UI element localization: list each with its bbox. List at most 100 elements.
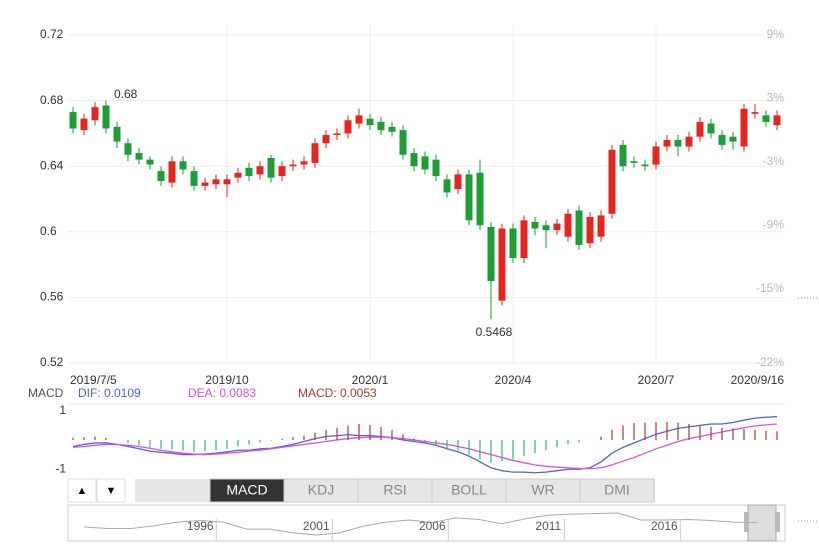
indicator-tab[interactable] [579, 478, 655, 503]
candle-body [718, 135, 726, 145]
candle-body [564, 213, 572, 237]
y2-tick-label: 3% [767, 91, 785, 105]
candle-body [80, 118, 88, 131]
min-label: 0.5468 [476, 325, 513, 339]
candle-body [201, 182, 209, 186]
candle-body [366, 118, 374, 126]
candle-body [333, 133, 341, 136]
y-tick-label: 0.72 [40, 27, 64, 41]
x-tick-label: 2019/7/5 [70, 373, 117, 387]
candle-body [410, 153, 418, 167]
y-tick-label: 0.56 [40, 290, 64, 304]
candle-body [432, 159, 440, 177]
y2-tick-label: -3% [763, 154, 785, 168]
candle-body [751, 112, 759, 114]
candle-body [289, 164, 297, 167]
candle-body [135, 153, 143, 160]
candle-body [278, 166, 286, 177]
arrow-button[interactable] [67, 478, 97, 503]
tab-label[interactable]: DMI [604, 482, 630, 498]
y-tick-label: -1 [55, 461, 66, 475]
tab-label[interactable]: BOLL [451, 482, 487, 498]
candle-body [586, 217, 594, 244]
arrow-label[interactable]: ▲ [77, 485, 88, 497]
candle-body [454, 174, 462, 190]
candle-body [223, 179, 231, 185]
candle-body [575, 210, 583, 245]
candle-body [674, 139, 682, 147]
candle-body [421, 156, 429, 170]
navigator-label: 2006 [419, 519, 446, 533]
legend-entry: DIF: 0.0109 [78, 386, 141, 400]
candle-body [773, 115, 781, 126]
candle-body [498, 228, 506, 301]
navigator-label: 1996 [187, 519, 214, 533]
y2-tick-label: -9% [763, 218, 785, 232]
candle-body [245, 167, 253, 177]
candle-body [443, 179, 451, 193]
candle-body [113, 126, 121, 142]
x-tick-label: 2020/4 [495, 373, 532, 387]
arrow-label[interactable]: ▼ [106, 485, 117, 497]
y-tick-label: 0.64 [40, 158, 64, 172]
navigator-line [84, 512, 758, 536]
candle-body [344, 120, 352, 134]
candle-body [685, 136, 693, 147]
candle-body [553, 223, 561, 231]
y-tick-label: 0.68 [40, 93, 64, 107]
candle-body [696, 121, 704, 137]
navigator-handle[interactable] [775, 512, 780, 532]
y2-tick-label: -15% [756, 281, 784, 295]
x-tick-label: 2019/10 [205, 373, 249, 387]
candle-body [630, 161, 638, 163]
candle-body [212, 179, 220, 185]
panel-title: MACD [28, 386, 64, 400]
tab-label[interactable]: RSI [383, 482, 406, 498]
y-tick-label: 0.6 [40, 224, 57, 238]
candle-body [465, 174, 473, 221]
candle-body [641, 164, 649, 167]
candle-body [762, 115, 770, 122]
candle-body [102, 105, 110, 129]
candle-body [267, 158, 275, 178]
candle-body [729, 136, 737, 142]
candle-body [69, 112, 77, 129]
y-tick-label: 0.52 [40, 355, 64, 369]
candle-body [520, 220, 528, 259]
candle-body [707, 123, 715, 134]
candle-body [256, 166, 264, 175]
candle-body [234, 172, 242, 178]
candle-body [300, 161, 308, 165]
tab-label[interactable]: KDJ [308, 482, 334, 498]
x-tick-label: 2020/9/16 [731, 373, 785, 387]
candle-body [146, 159, 154, 165]
candle-body [388, 126, 396, 132]
arrow-button[interactable] [96, 478, 126, 503]
candle-body [377, 121, 385, 131]
legend-entry: DEA: 0.0083 [188, 386, 256, 400]
candle-body [322, 135, 330, 144]
navigator [67, 504, 786, 542]
candle-body [157, 171, 165, 181]
candle-body [597, 215, 605, 237]
candle-body [663, 139, 671, 147]
candle-body [619, 144, 627, 167]
candle-body [355, 115, 363, 124]
candle-body [608, 149, 616, 214]
candle-body [740, 108, 748, 147]
candle-body [487, 226, 495, 281]
legend-entry: MACD: 0.0053 [298, 386, 377, 400]
candle-body [531, 221, 539, 229]
candle-body [476, 172, 484, 226]
tab-label[interactable]: MACD [226, 482, 267, 498]
candle-body [652, 146, 660, 165]
tab-label[interactable]: WR [531, 482, 554, 498]
candle-body [168, 161, 176, 183]
max-label: 0.68 [114, 87, 138, 101]
candle-body [190, 171, 198, 186]
candle-body [179, 161, 187, 170]
x-tick-label: 2020/1 [352, 373, 389, 387]
navigator-label: 2001 [303, 519, 330, 533]
